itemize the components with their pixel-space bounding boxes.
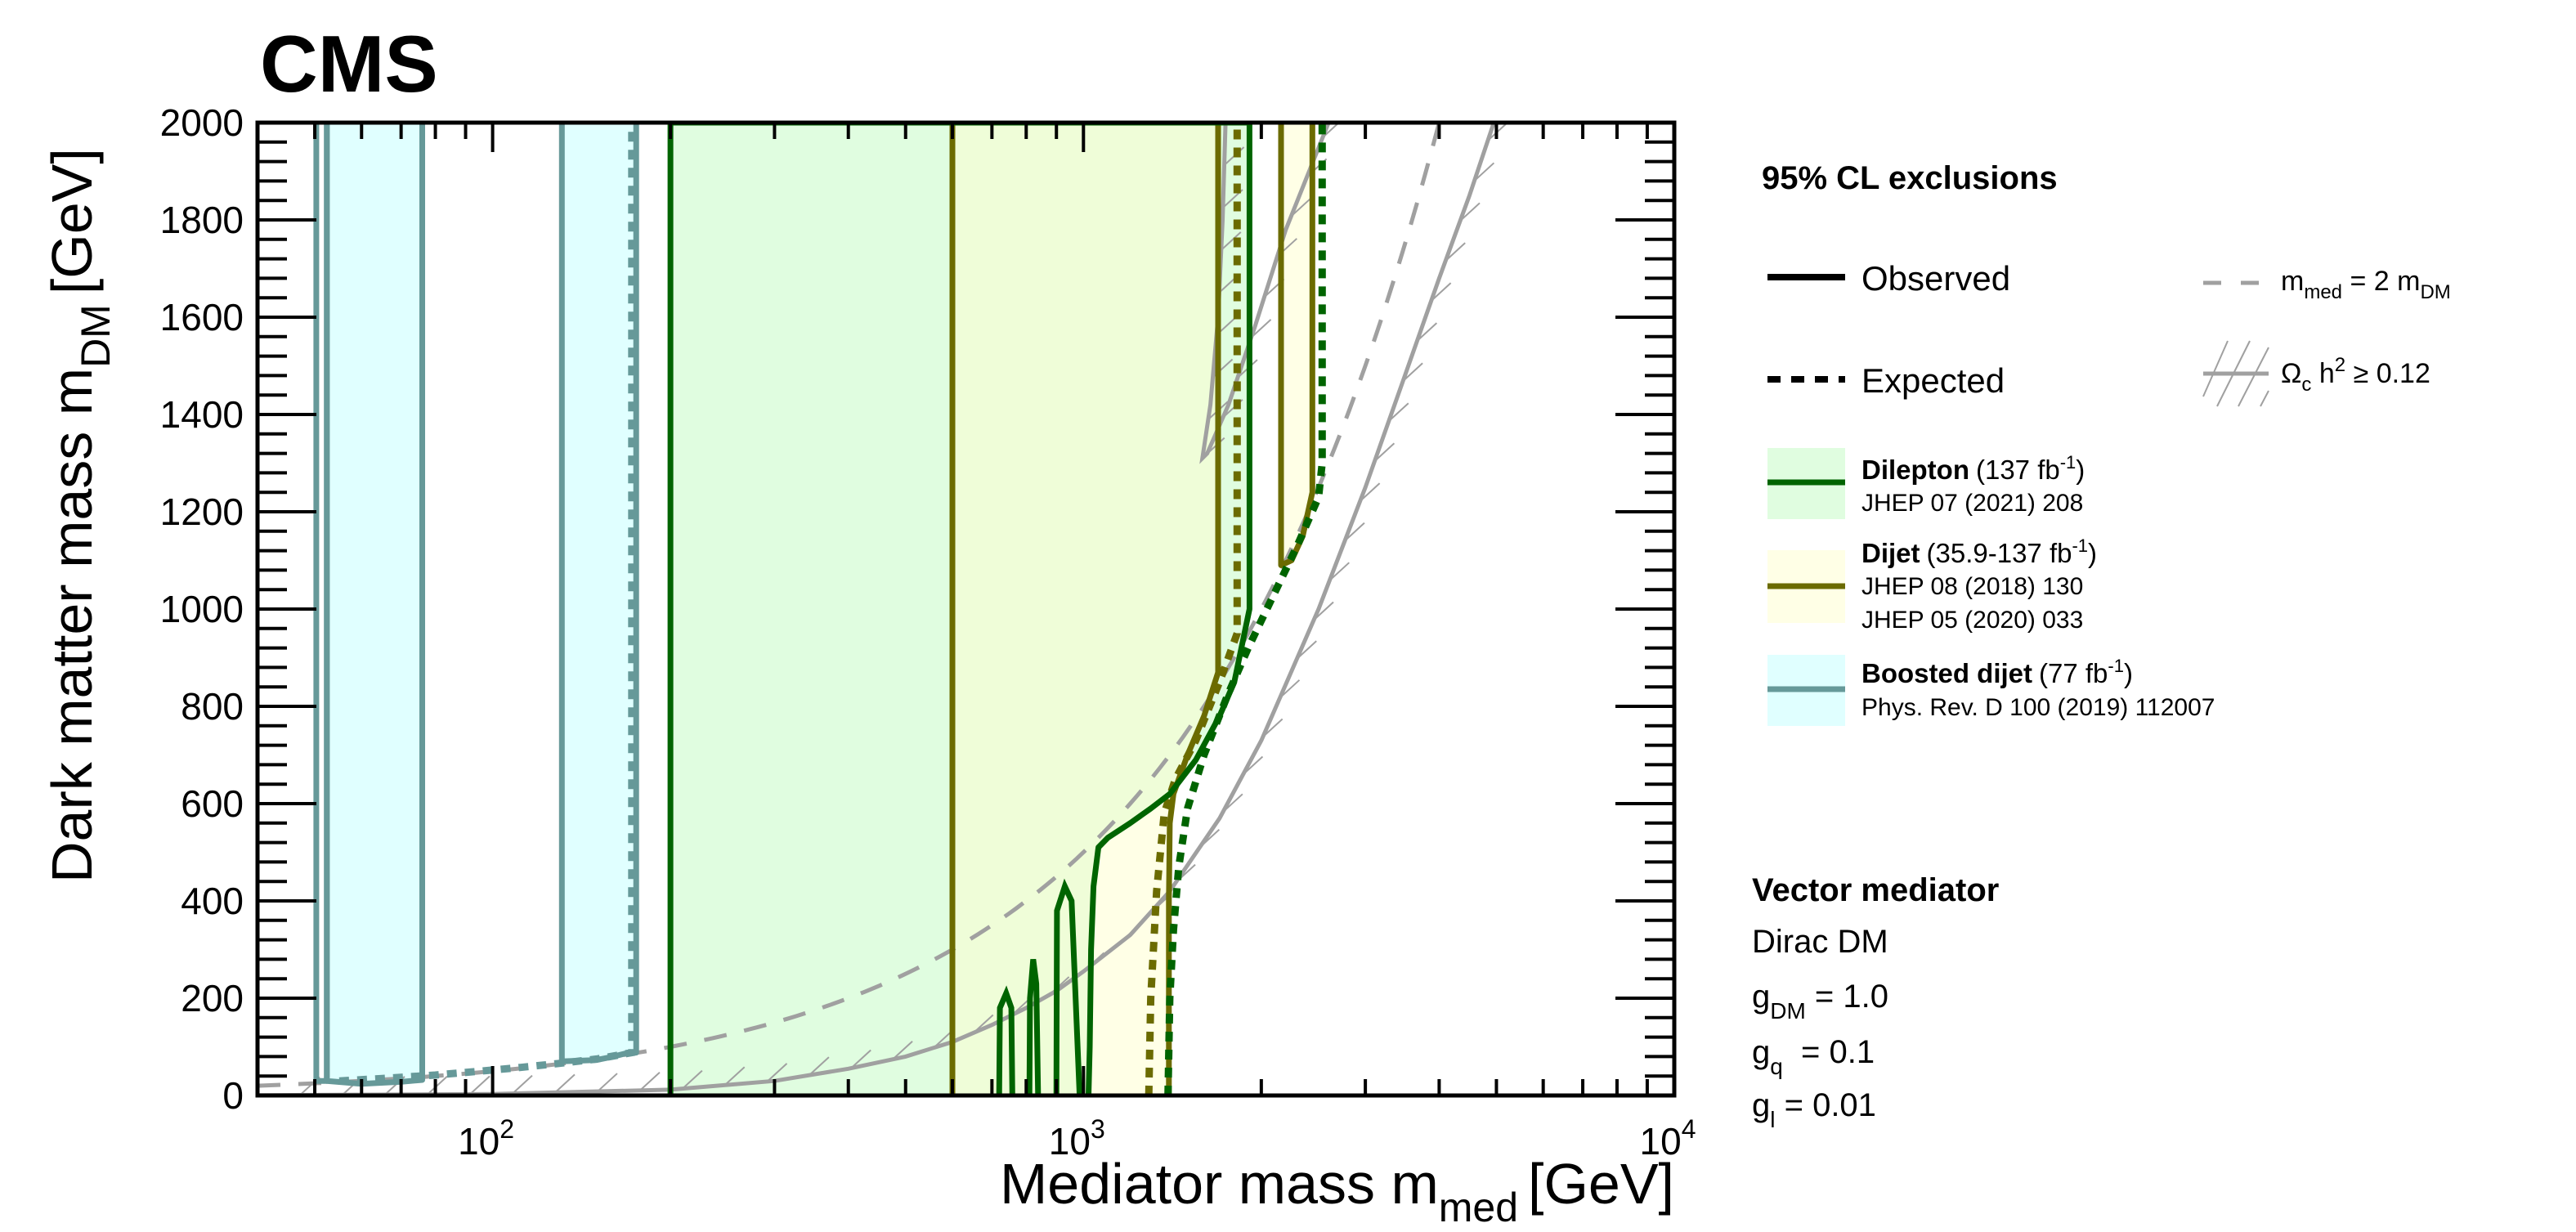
x-tick-label: 103 [1049,1114,1105,1163]
relic-hatch [512,1074,533,1095]
x-axis-title: Mediator mass mmed [GeV] [1000,1152,1674,1230]
boosted-fill [562,123,637,1062]
y-tick-label: 2000 [160,101,244,144]
relic-hatch [1322,123,1341,138]
y-tick-label: 1000 [160,588,244,630]
y-axis-title: Dark matter mass mDM[GeV] [40,148,119,883]
boosted-expected-contour [338,123,636,1085]
coupling-gdm: gDM = 1.0 [1752,979,1888,1024]
x-tick-label: 104 [1640,1114,1696,1163]
dijet-highmass-fill [1281,123,1313,566]
coupling-gq: gq = 0.1 [1752,1034,1875,1079]
boosted-fill [326,123,423,1084]
legend-dilepton-title: Dilepton (137 fb-1) [1861,452,2085,485]
relic-hatch [639,1072,661,1091]
y-tick-label: 600 [181,782,244,825]
relic-hatch [554,1073,576,1094]
model-info: Vector mediator Dirac DM gDM = 1.0 gq = … [1752,872,1999,1132]
relic-hatch [1261,718,1284,738]
relic-hatch [1083,952,1105,972]
dilepton-observed-contour [667,123,1252,1095]
relic-curve-lower [258,123,1496,1095]
legend: 95% CL exclusions Observed Expected mmed… [1762,160,2451,726]
relic-hatch [809,1056,830,1076]
relic-hatch [427,1075,448,1095]
relic-hatch [1204,437,1225,457]
y-tick-labels: 0 200 400 600 800 1000 1200 1400 1600 1800 2000 [160,101,244,1117]
y-tick-label: 1600 [160,296,244,338]
relic-hatch [892,1040,913,1060]
relic-hatch [1388,402,1409,422]
relic-hatch [1290,197,1311,217]
relic-hatch [1328,562,1350,581]
axis-ticks [256,121,1676,1097]
relic-hatch [1359,482,1381,502]
relic-hatch [1473,162,1495,182]
y-tick-label: 400 [181,880,244,922]
dijet-observed-contour-highmass [1278,123,1315,568]
relic-hatch [1279,679,1301,699]
y-tick-label: 200 [181,977,244,1019]
diagonal-line [258,123,1441,1088]
exclusion-fills [326,123,1313,1095]
relic-hatch [1313,601,1334,621]
dilepton-observed-island [996,985,1015,1095]
legend-boosted-ref: Phys. Rev. D 100 (2019) 112007 [1861,694,2215,721]
dijet-expected-contour [1145,123,1241,1095]
coupling-gl: gl = 0.01 [1752,1087,1876,1132]
relic-hatch [1373,442,1396,463]
relic-hatch [973,1014,994,1034]
relic-hatch [1222,793,1243,813]
relic-hatch [1250,319,1272,338]
relic-hatch [724,1066,746,1086]
legend-relic-label: Ωc h2 ≥ 0.12 [2281,354,2430,396]
boosted-observed-contour [324,123,425,1087]
relic-hatch [1117,925,1139,946]
relic-hatch [1402,362,1423,382]
legend-dijet-ref-2: JHEP 05 (2020) 033 [1861,607,2083,634]
experiment-label: CMS [260,19,438,109]
legend-dilepton-ref: JHEP 07 (2021) 208 [1861,490,2083,517]
dilepton-island-fill [1056,886,1080,1095]
dilepton-expected-contour [1164,123,1326,1095]
exclusion-contours [313,123,1326,1095]
relic-hatch [1296,640,1317,660]
x-tick-labels: 102 103 104 [458,1114,1696,1163]
y-tick-label: 800 [181,685,244,728]
legend-dijet-ref-1: JHEP 08 (2018) 130 [1861,573,2083,600]
relic-hatch [1344,522,1365,542]
relic-hatch [1198,828,1221,849]
legend-title: 95% CL exclusions [1762,160,2058,196]
overlap-fill [952,123,1218,1095]
relic-hatch [682,1069,703,1090]
relic-hatch [1445,242,1466,262]
model-dm-type: Dirac DM [1752,924,1888,960]
legend-observed-label: Observed [1861,259,2010,298]
dilepton-observed-island [1026,958,1042,1095]
legend-dijet-title: Dijet (35.9-137 fb-1) [1861,535,2097,568]
x-tick-label: 102 [458,1114,514,1163]
dilepton-observed-island [1053,878,1083,1095]
y-tick-label: 1800 [160,199,244,241]
relic-hatch [850,1049,871,1069]
relic-hatch [1221,231,1242,251]
relic-hatch [1147,896,1169,916]
relic-hatch [469,1075,491,1095]
model-title: Vector mediator [1752,872,1999,908]
legend-expected-label: Expected [1861,361,2005,400]
legend-boosted-title: Boosted dijet (77 fb-1) [1861,656,2133,688]
relic-hatch [1430,282,1452,302]
legend-relic-swatch [2202,340,2269,407]
y-tick-label: 1400 [160,393,244,436]
y-tick-label: 1200 [160,491,244,533]
relic-hatch [1459,202,1481,222]
relic-hatch [597,1073,618,1092]
relic-hatch [1242,755,1264,776]
relic-hatch [1416,322,1438,342]
y-tick-label: 0 [222,1074,244,1117]
legend-diagonal-label: mmed = 2 mDM [2281,266,2451,303]
relic-hatch [766,1063,788,1082]
